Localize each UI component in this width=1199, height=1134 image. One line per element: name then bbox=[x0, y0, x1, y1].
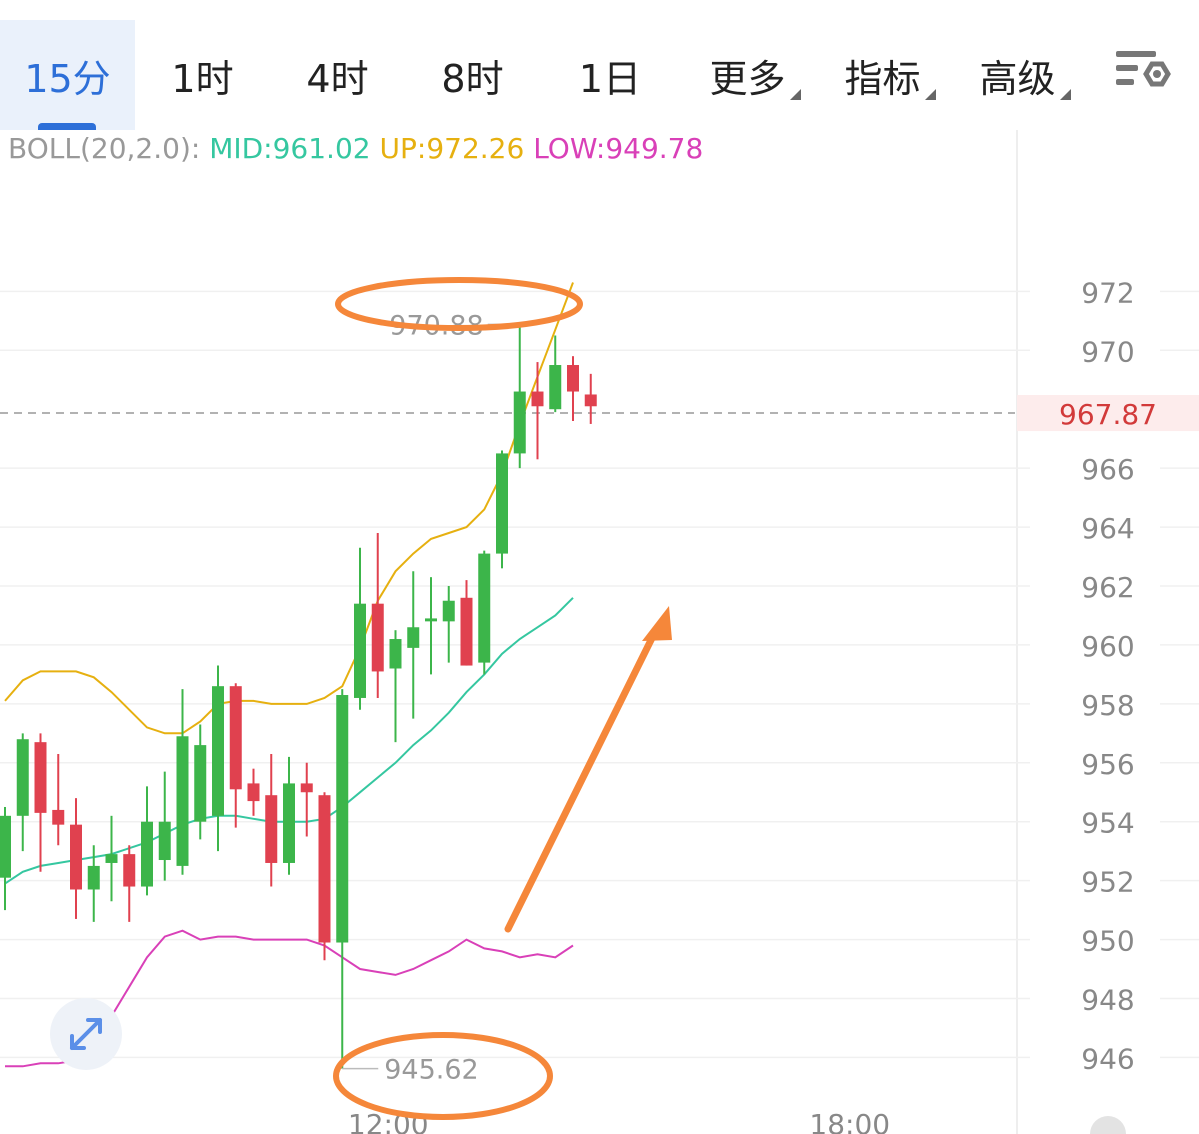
y-tick-label: 970 bbox=[1081, 335, 1134, 368]
dropdown-triangle-icon bbox=[1059, 89, 1071, 100]
boll-name: BOLL(20,2.0): bbox=[8, 132, 201, 165]
low-annotation-ellipse bbox=[333, 1032, 553, 1120]
candle-body bbox=[265, 795, 278, 863]
current-price-tag bbox=[1017, 395, 1199, 432]
y-tick-label: 954 bbox=[1081, 807, 1134, 840]
candle-body bbox=[105, 854, 118, 863]
timeframe-tabbar: 15分 1时 4时 8时 1日 更多 指标 高级 bbox=[0, 0, 1199, 130]
y-tick-label: 950 bbox=[1081, 925, 1134, 958]
tab-label: 8时 bbox=[441, 56, 504, 101]
candle-body bbox=[176, 736, 189, 866]
candle-body bbox=[354, 603, 366, 698]
scroll-latest-icon bbox=[1090, 1116, 1126, 1134]
current-price-label: 967.87 bbox=[1059, 398, 1157, 431]
candlestick-chart[interactable]: 972 970 966 964 962 960 958 956 954 952 950 948 946 1… bbox=[0, 130, 1199, 1134]
boll-up-value: UP:972.26 bbox=[379, 132, 525, 165]
candle-body bbox=[425, 618, 437, 622]
candle-body bbox=[442, 600, 455, 622]
candle-body bbox=[407, 627, 420, 648]
candle-body bbox=[16, 739, 29, 816]
candle-body bbox=[158, 821, 171, 861]
tab-4h[interactable]: 4时 bbox=[270, 20, 405, 130]
y-tick-label: 960 bbox=[1081, 630, 1134, 663]
y-tick-label: 972 bbox=[1081, 276, 1134, 309]
candle-body bbox=[34, 742, 47, 813]
expand-arrows-icon bbox=[70, 1018, 102, 1050]
candle-body bbox=[87, 865, 100, 890]
candle-body bbox=[496, 453, 508, 554]
candle-body bbox=[212, 686, 224, 816]
tab-label: 高级 bbox=[979, 56, 1056, 101]
tab-label: 更多 bbox=[709, 56, 786, 101]
y-tick-label: 962 bbox=[1081, 571, 1134, 604]
candle-body bbox=[123, 854, 136, 887]
tab-more[interactable]: 更多 bbox=[690, 20, 820, 130]
y-tick-label: 948 bbox=[1081, 984, 1134, 1017]
y-tick-label: 958 bbox=[1081, 689, 1134, 722]
y-tick-label: 952 bbox=[1081, 866, 1134, 899]
y-tick-label: 964 bbox=[1081, 512, 1134, 545]
tab-label: 15分 bbox=[24, 56, 111, 101]
candle-body bbox=[513, 391, 526, 454]
candle-body bbox=[389, 639, 402, 669]
candle-body bbox=[567, 365, 579, 392]
chart-settings-icon[interactable] bbox=[1112, 48, 1172, 98]
expand-chart-button[interactable] bbox=[50, 998, 122, 1070]
candle-body bbox=[70, 824, 82, 890]
boll-indicator-legend: BOLL(20,2.0): MID:961.02 UP:972.26 LOW:9… bbox=[8, 132, 703, 165]
tab-15m[interactable]: 15分 bbox=[0, 20, 135, 130]
y-tick-label: 946 bbox=[1081, 1042, 1134, 1075]
tab-label: 1时 bbox=[171, 56, 234, 101]
candle-body bbox=[194, 745, 207, 822]
candle-body bbox=[371, 603, 384, 672]
y-tick-label: 956 bbox=[1081, 748, 1134, 781]
tab-label: 1日 bbox=[578, 56, 642, 101]
tab-indicators[interactable]: 指标 bbox=[825, 20, 955, 130]
candle-body bbox=[300, 783, 313, 793]
dropdown-triangle-icon bbox=[924, 89, 936, 100]
y-tick-label: 966 bbox=[1081, 453, 1134, 486]
uptrend-arrow-head bbox=[642, 606, 672, 641]
candle-body bbox=[318, 795, 331, 943]
candle-body bbox=[460, 597, 473, 666]
boll-mid-value: MID:961.02 bbox=[209, 132, 371, 165]
boll-low-value: LOW:949.78 bbox=[533, 132, 704, 165]
tab-8h[interactable]: 8时 bbox=[405, 20, 540, 130]
candle-body bbox=[336, 695, 349, 943]
boll-upper-line bbox=[4, 282, 574, 735]
x-tick-label: 18:00 bbox=[809, 1108, 890, 1134]
tab-advanced[interactable]: 高级 bbox=[960, 20, 1090, 130]
tab-1d[interactable]: 1日 bbox=[540, 20, 680, 130]
candle-body bbox=[584, 394, 597, 407]
candle-body bbox=[141, 821, 153, 887]
candle-body bbox=[478, 553, 491, 663]
tab-label: 指标 bbox=[844, 56, 921, 101]
low-price-label: 945.62 bbox=[384, 1055, 478, 1086]
active-tab-indicator bbox=[38, 123, 96, 130]
candle-body bbox=[247, 783, 260, 802]
candle-body bbox=[283, 783, 295, 863]
candle-body bbox=[531, 391, 544, 407]
dropdown-triangle-icon bbox=[789, 89, 801, 100]
uptrend-arrow-shaft bbox=[504, 628, 659, 933]
candle-body bbox=[549, 365, 562, 410]
tab-1h[interactable]: 1时 bbox=[135, 20, 270, 130]
candle-body bbox=[52, 809, 65, 825]
tab-label: 4时 bbox=[306, 56, 369, 101]
high-annotation-ellipse bbox=[335, 277, 583, 331]
candle-body bbox=[229, 686, 242, 790]
candle-body bbox=[0, 815, 11, 878]
